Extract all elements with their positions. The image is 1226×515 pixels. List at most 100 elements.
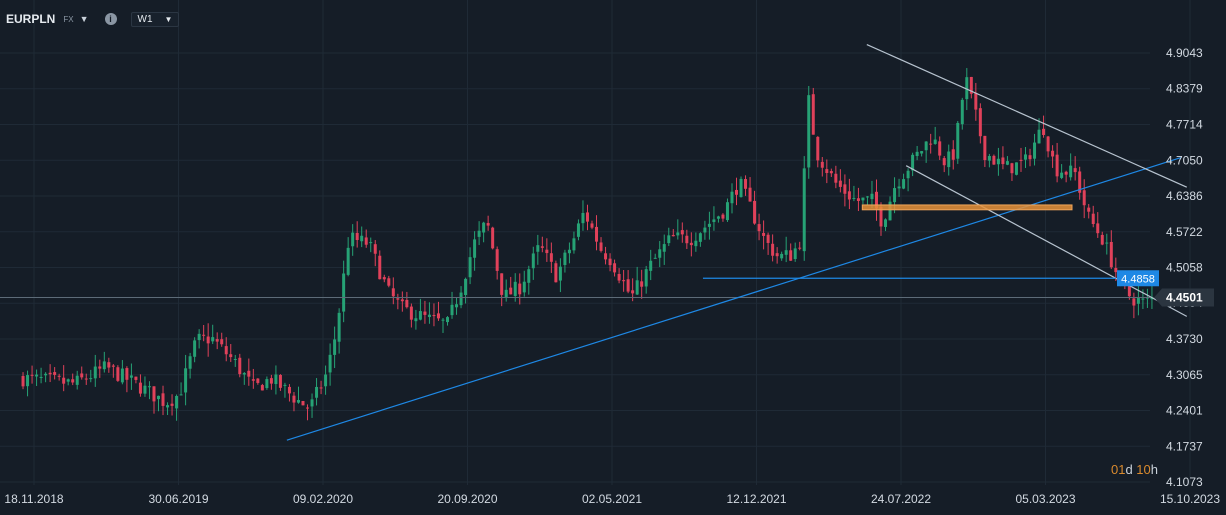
candle <box>382 274 386 283</box>
y-tick-label: 4.3065 <box>1166 368 1203 382</box>
info-icon[interactable]: i <box>104 13 117 25</box>
x-tick-label: 15.10.2023 <box>1160 492 1220 506</box>
candle <box>387 275 391 288</box>
candle <box>906 168 910 192</box>
candle <box>1145 288 1149 308</box>
candle <box>500 273 504 307</box>
candle-body <box>197 333 201 341</box>
candle-body <box>762 232 766 236</box>
candle-body <box>942 158 946 166</box>
candle <box>762 220 766 250</box>
timeframe-selector[interactable]: W1 ▼ <box>130 11 180 27</box>
candle-body <box>495 249 499 271</box>
candle <box>744 175 748 196</box>
candle <box>834 165 838 189</box>
candle <box>911 152 915 177</box>
candle-body <box>120 368 124 383</box>
candle-body <box>116 367 120 381</box>
candle <box>861 197 865 205</box>
candle-body <box>80 373 84 378</box>
candle <box>157 395 161 412</box>
candle-body <box>283 384 287 386</box>
candle <box>229 344 233 362</box>
candle <box>644 265 648 294</box>
x-tick-label: 12.12.2021 <box>726 492 786 506</box>
candle <box>1082 179 1086 219</box>
candle <box>947 144 951 176</box>
candle <box>1096 212 1100 238</box>
candle-body <box>107 362 111 368</box>
candle <box>658 241 662 268</box>
candle <box>242 371 246 385</box>
candle-body <box>595 226 599 242</box>
candle-body <box>865 196 869 198</box>
candle <box>296 386 300 404</box>
candle <box>233 354 237 367</box>
candle <box>247 358 251 386</box>
candle <box>432 303 436 327</box>
candle <box>351 224 355 256</box>
candle-body <box>825 169 829 173</box>
candle-body <box>563 252 567 265</box>
candle-body <box>798 247 802 249</box>
candle <box>427 302 431 324</box>
candle-body <box>414 318 418 322</box>
candle-body <box>355 232 359 241</box>
candle-body <box>256 378 260 383</box>
candle-body <box>771 243 775 256</box>
symbol-name[interactable]: EURPLN <box>6 12 56 26</box>
candle <box>66 378 70 386</box>
candle-body <box>902 179 906 189</box>
candle-body <box>1132 298 1136 306</box>
candle-body <box>518 283 522 295</box>
candle-body <box>829 171 833 174</box>
level-price-tag-text: 4.4858 <box>1121 273 1155 285</box>
candle-body <box>242 373 246 375</box>
candle <box>581 200 585 231</box>
candle-body <box>75 375 79 385</box>
candle-body <box>757 224 761 232</box>
candle <box>418 298 422 321</box>
candle <box>694 232 698 252</box>
candle <box>1024 146 1028 168</box>
candle <box>57 373 61 381</box>
candle <box>974 82 978 121</box>
candle <box>518 273 522 305</box>
candle <box>161 385 165 416</box>
candle-body <box>1042 128 1046 135</box>
candle-body <box>84 378 88 380</box>
candle-body <box>585 212 589 222</box>
candle <box>482 221 486 243</box>
candle <box>138 374 142 397</box>
last-price-tag-bg <box>1154 288 1214 307</box>
candle-body <box>486 223 490 226</box>
candle-body <box>220 339 224 345</box>
candle <box>310 393 314 418</box>
candle <box>599 237 603 253</box>
candle-body <box>527 269 531 283</box>
candle-body <box>66 379 70 382</box>
candle <box>364 229 368 248</box>
candle-body <box>1069 165 1073 178</box>
candle-body <box>387 278 391 286</box>
candle <box>942 156 946 173</box>
candle-body <box>1001 157 1005 165</box>
candle <box>685 229 689 250</box>
symbol-dropdown-icon[interactable]: ▼ <box>79 14 89 24</box>
candle-body <box>224 346 228 355</box>
candle <box>536 234 540 265</box>
chevron-down-icon: ▼ <box>164 14 173 24</box>
candle-body <box>215 339 219 342</box>
candle <box>757 213 761 241</box>
candle-body <box>337 312 341 342</box>
candle-body <box>671 234 675 237</box>
last-price-tag: 4.4501 <box>1154 288 1214 307</box>
candle <box>436 301 440 321</box>
candle <box>251 368 255 389</box>
candle <box>120 360 124 385</box>
candle <box>522 270 526 297</box>
candle <box>748 177 752 202</box>
candle-body <box>446 317 450 323</box>
candle-body <box>753 200 757 224</box>
